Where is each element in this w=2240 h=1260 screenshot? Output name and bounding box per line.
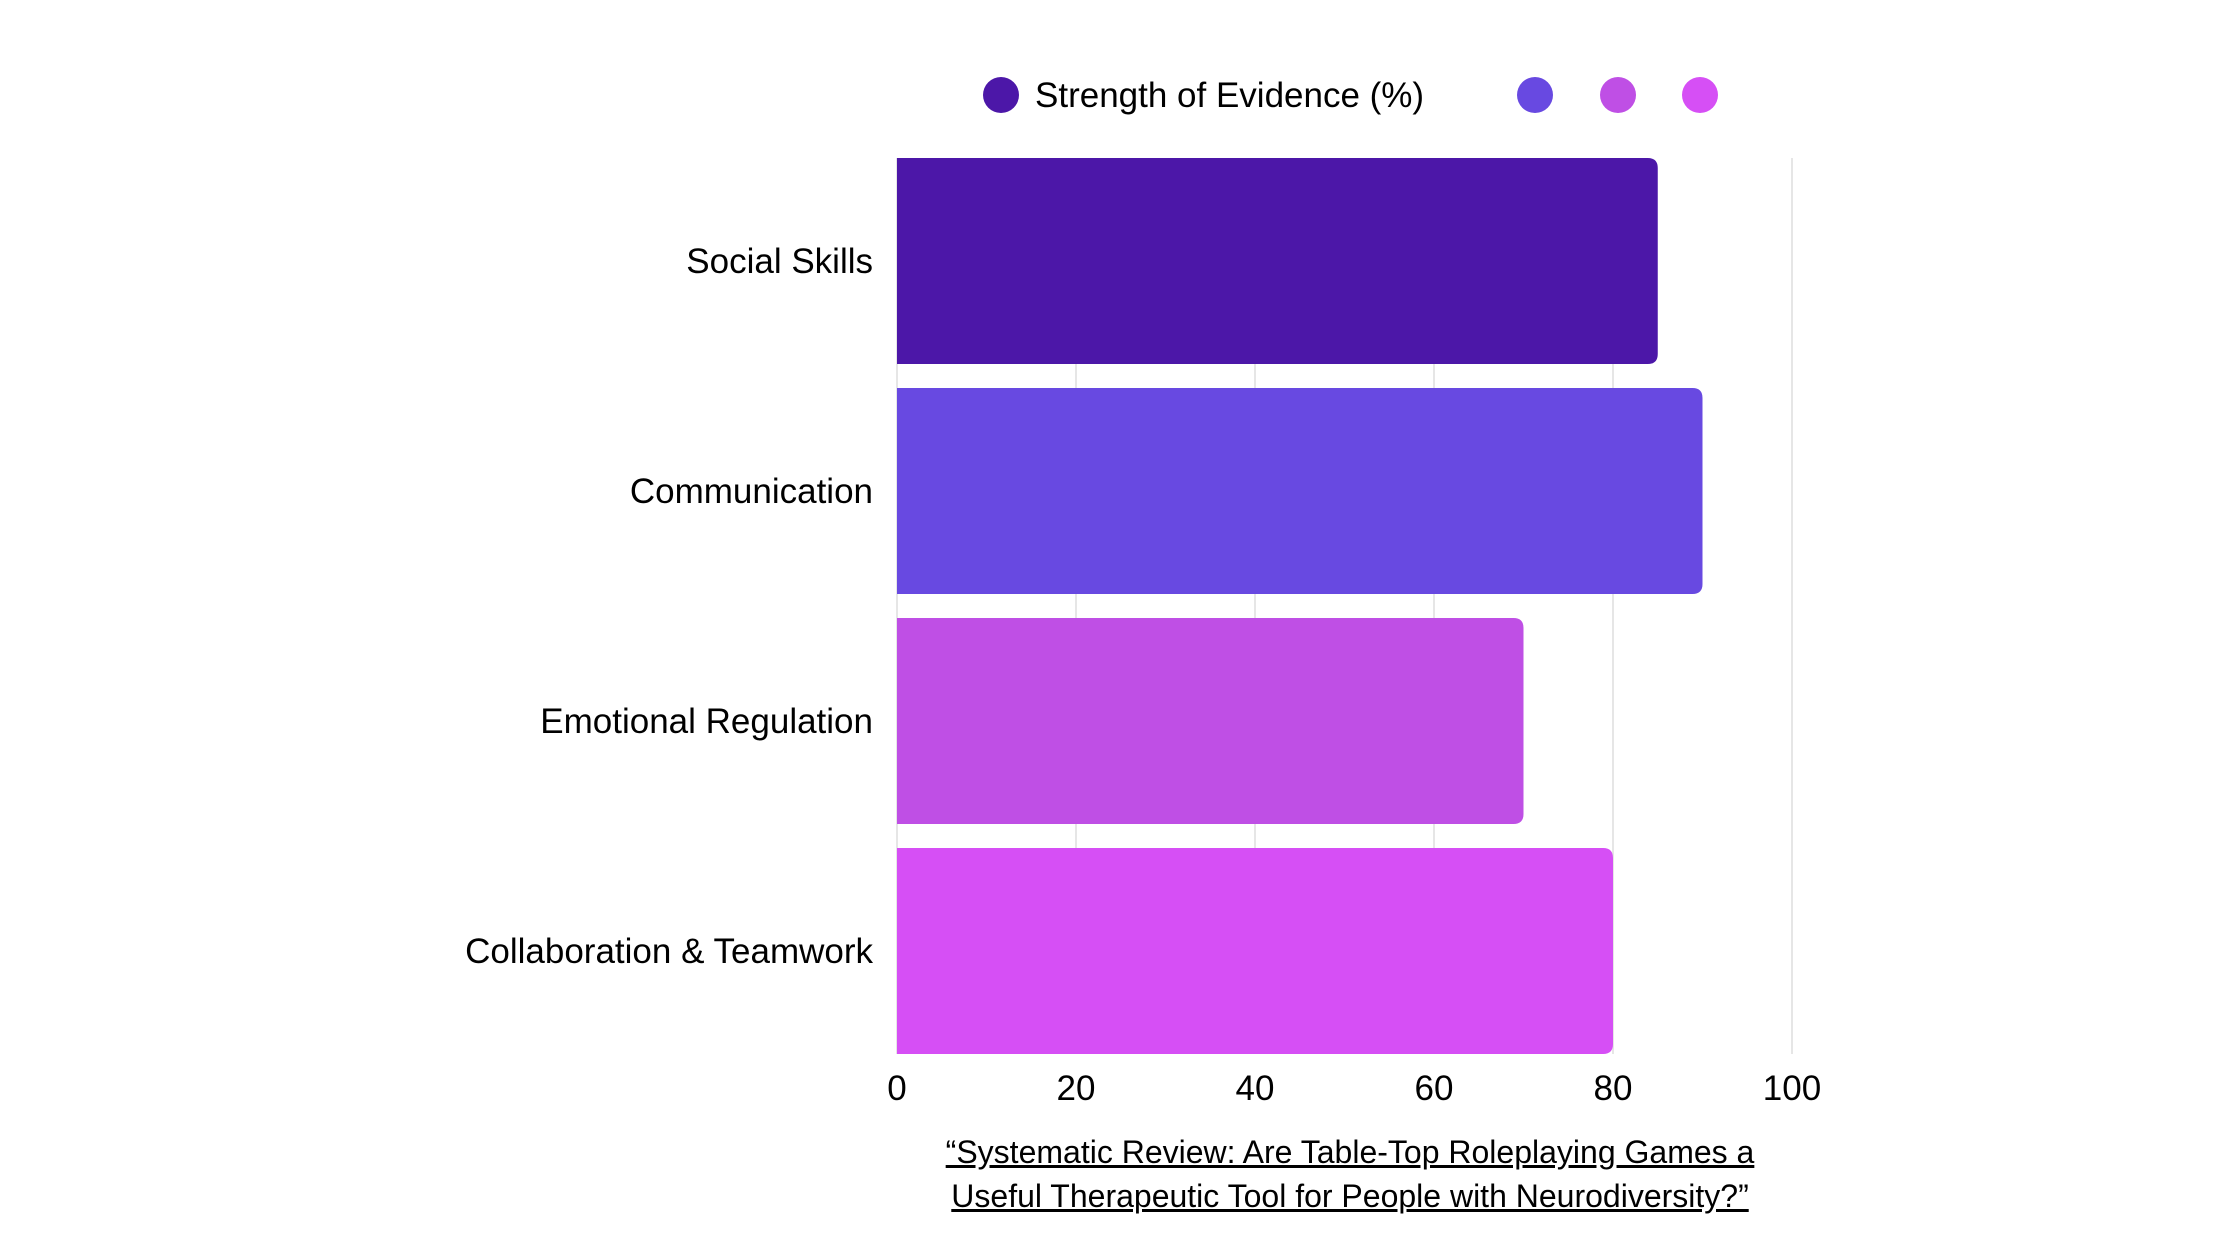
x-tick-label: 20: [1057, 1069, 1096, 1108]
legend: Strength of Evidence (%): [983, 76, 1718, 115]
legend-swatch-4: [1682, 77, 1718, 113]
legend-swatch-3: [1600, 77, 1636, 113]
bar-emotional-regulation: [897, 618, 1524, 824]
x-tick-label: 40: [1236, 1069, 1275, 1108]
x-tick-label: 80: [1594, 1069, 1633, 1108]
x-axis-ticks: 0 20 40 60 80 100: [887, 1069, 1821, 1108]
category-labels: Social Skills Communication Emotional Regu…: [465, 242, 873, 971]
bar-communication: [897, 388, 1703, 594]
category-label: Social Skills: [686, 242, 873, 281]
category-label: Collaboration & Teamwork: [465, 932, 873, 971]
bar-collaboration-teamwork: [897, 848, 1613, 1054]
x-tick-label: 0: [887, 1069, 906, 1108]
caption-line-1: “Systematic Review: Are Table-Top Rolepl…: [945, 1134, 1755, 1170]
legend-label: Strength of Evidence (%): [1035, 76, 1424, 115]
x-tick-label: 100: [1763, 1069, 1821, 1108]
legend-swatch-1: [983, 77, 1019, 113]
legend-swatch-2: [1517, 77, 1553, 113]
category-label: Emotional Regulation: [540, 702, 873, 741]
bar-social-skills: [897, 158, 1658, 364]
x-tick-label: 60: [1415, 1069, 1454, 1108]
caption-line-2: Useful Therapeutic Tool for People with …: [951, 1178, 1749, 1214]
bars: [897, 158, 1703, 1054]
source-caption: “Systematic Review: Are Table-Top Rolepl…: [880, 1130, 1820, 1218]
category-label: Communication: [630, 472, 873, 511]
